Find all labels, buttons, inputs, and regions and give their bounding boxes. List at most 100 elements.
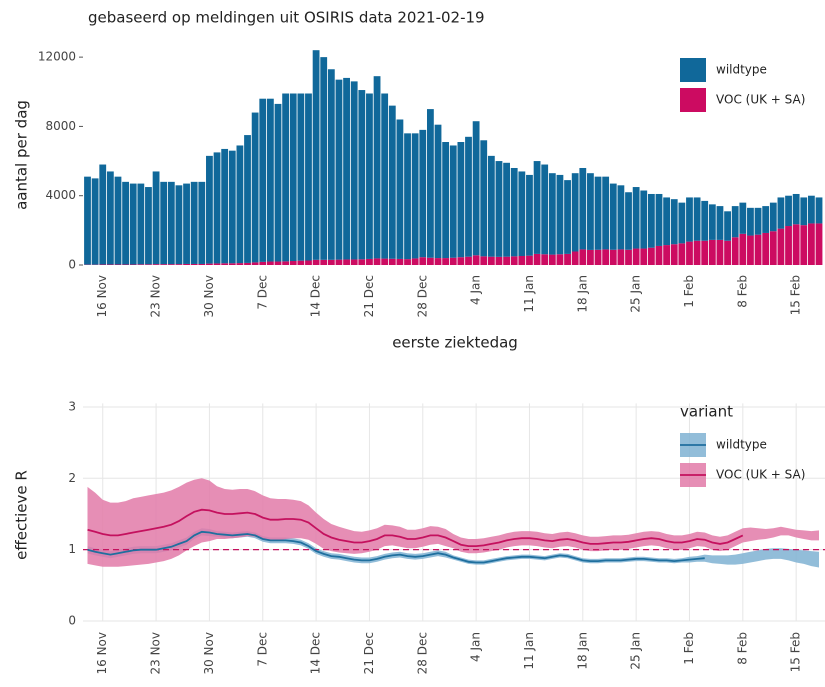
bar	[548, 254, 556, 265]
x-tick-label: 16 Nov	[95, 632, 109, 675]
bar	[99, 164, 107, 265]
bar	[480, 256, 488, 265]
bar	[122, 181, 129, 265]
bar	[747, 235, 754, 265]
x-tick-label: 4 Jan	[469, 632, 483, 662]
x-tick-label: 11 Jan	[522, 632, 536, 670]
bar	[297, 260, 305, 265]
bar	[404, 133, 411, 260]
bar	[213, 152, 221, 264]
bar	[754, 207, 762, 235]
legend-swatch	[680, 88, 706, 112]
bar	[480, 140, 488, 257]
bar	[236, 263, 244, 265]
bar	[297, 93, 305, 261]
bar	[145, 264, 152, 265]
bar	[625, 249, 632, 265]
bar	[122, 264, 129, 265]
bar	[465, 256, 472, 265]
bar	[259, 98, 267, 262]
x-tick-label: 28 Dec	[415, 632, 429, 674]
bar	[343, 77, 350, 260]
x-tick-label: 21 Dec	[362, 275, 376, 317]
legend-label: wildtype	[716, 438, 767, 452]
x-tick-label: 15 Feb	[789, 275, 803, 315]
bar	[442, 142, 450, 259]
x-tick-label: 1 Feb	[682, 275, 696, 308]
bar	[518, 171, 526, 256]
bar	[427, 109, 434, 258]
y-axis-label: effectieve R	[13, 470, 31, 560]
bar	[716, 206, 724, 240]
x-axis-label: eerste ziektedag	[392, 334, 518, 352]
bar	[327, 69, 335, 260]
bar	[289, 261, 297, 265]
bar	[106, 264, 114, 265]
bar	[99, 264, 107, 265]
bar	[792, 193, 800, 225]
bar	[579, 167, 587, 250]
bar	[769, 202, 777, 232]
bar	[472, 121, 480, 256]
bar	[487, 155, 495, 257]
bar	[358, 90, 366, 260]
bar	[800, 197, 808, 226]
bar	[686, 197, 693, 242]
x-tick-label: 30 Nov	[202, 632, 216, 675]
bar	[495, 161, 503, 257]
bar	[106, 171, 114, 265]
bar	[167, 181, 175, 265]
bar	[427, 257, 434, 265]
bar	[305, 260, 312, 265]
bar	[800, 225, 808, 265]
bar	[762, 232, 770, 265]
y-tick-label: 0	[68, 614, 76, 628]
bar	[632, 187, 640, 249]
bar	[198, 181, 206, 264]
bar	[228, 263, 236, 265]
bar	[693, 240, 701, 265]
bar	[259, 261, 267, 265]
bar	[510, 256, 518, 265]
bar	[167, 264, 175, 265]
bar	[419, 129, 427, 258]
bar	[594, 176, 602, 250]
bar	[632, 248, 640, 265]
bar	[274, 261, 282, 265]
bar	[602, 176, 610, 250]
bar	[670, 199, 678, 245]
y-tick-label: 4000	[45, 188, 76, 202]
bar	[183, 263, 190, 265]
bar	[747, 207, 754, 236]
bar	[160, 181, 168, 265]
bar	[815, 223, 823, 265]
bar	[91, 178, 99, 265]
bar	[335, 79, 343, 260]
bar	[762, 206, 770, 233]
bar	[487, 256, 495, 265]
x-tick-label: 15 Feb	[789, 632, 803, 672]
bar	[251, 112, 259, 263]
x-tick-label: 23 Nov	[149, 275, 163, 318]
bar	[655, 245, 663, 265]
bar	[175, 264, 183, 265]
bar	[183, 183, 190, 264]
y-tick-label: 8000	[45, 119, 76, 133]
bar	[701, 200, 709, 241]
bar	[381, 258, 389, 265]
bar	[335, 259, 343, 265]
bar	[579, 249, 587, 265]
bar	[198, 263, 206, 265]
x-tick-label: 8 Feb	[735, 275, 749, 308]
bar	[266, 261, 274, 265]
bar	[145, 187, 152, 265]
legend-swatch	[680, 58, 706, 82]
bar	[724, 211, 731, 241]
bar	[442, 258, 450, 265]
legend-label: VOC (UK + SA)	[716, 468, 805, 482]
bar	[350, 259, 358, 265]
bar	[808, 223, 815, 265]
bar	[670, 244, 678, 265]
bar	[777, 197, 785, 229]
bar	[533, 161, 541, 254]
